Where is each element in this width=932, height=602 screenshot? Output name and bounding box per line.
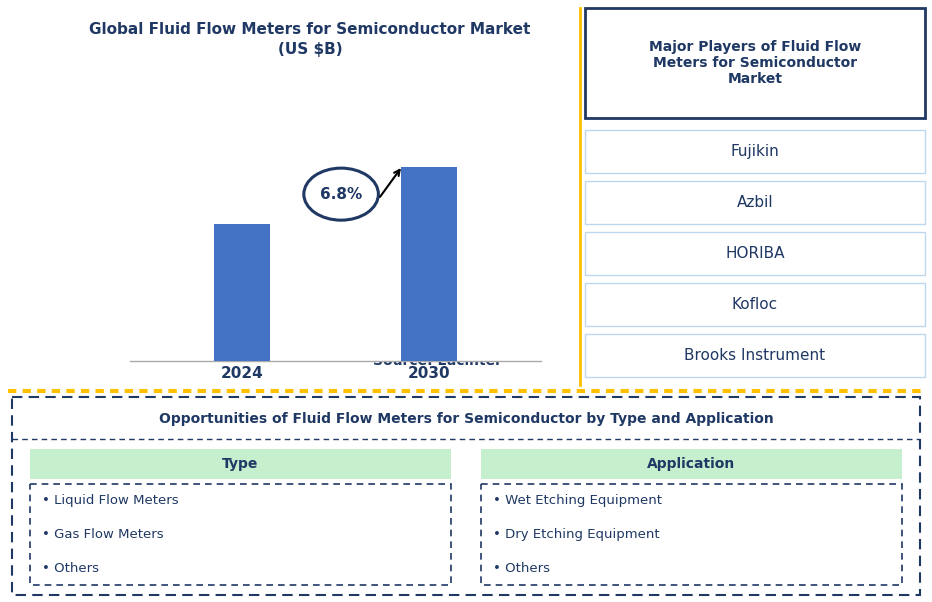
Text: • Dry Etching Equipment: • Dry Etching Equipment	[493, 528, 660, 541]
FancyBboxPatch shape	[585, 8, 925, 118]
Bar	[214, 225, 270, 361]
Text: (US $B): (US $B)	[278, 42, 342, 57]
Text: Fujikin: Fujikin	[731, 144, 779, 159]
FancyBboxPatch shape	[481, 484, 902, 585]
Text: Application: Application	[648, 457, 735, 471]
FancyBboxPatch shape	[585, 181, 925, 224]
FancyBboxPatch shape	[585, 334, 925, 377]
FancyBboxPatch shape	[585, 130, 925, 173]
Text: Kofloc: Kofloc	[732, 297, 778, 312]
FancyBboxPatch shape	[12, 397, 920, 595]
Text: • Gas Flow Meters: • Gas Flow Meters	[42, 528, 164, 541]
Text: HORIBA: HORIBA	[725, 246, 785, 261]
Text: Global Fluid Flow Meters for Semiconductor Market: Global Fluid Flow Meters for Semiconduct…	[89, 22, 530, 37]
FancyBboxPatch shape	[481, 449, 902, 479]
Text: Major Players of Fluid Flow
Meters for Semiconductor
Market: Major Players of Fluid Flow Meters for S…	[649, 40, 861, 86]
Text: Type: Type	[223, 457, 259, 471]
Text: Brooks Instrument: Brooks Instrument	[684, 348, 826, 363]
FancyBboxPatch shape	[585, 232, 925, 275]
Text: Source: Lucintel: Source: Lucintel	[373, 354, 500, 368]
FancyBboxPatch shape	[585, 283, 925, 326]
FancyBboxPatch shape	[30, 449, 451, 479]
Text: Azbil: Azbil	[736, 195, 774, 210]
Text: • Others: • Others	[493, 562, 550, 575]
Text: • Wet Etching Equipment: • Wet Etching Equipment	[493, 494, 662, 507]
Text: Opportunities of Fluid Flow Meters for Semiconductor by Type and Application: Opportunities of Fluid Flow Meters for S…	[158, 412, 774, 426]
Text: • Others: • Others	[42, 562, 99, 575]
FancyBboxPatch shape	[30, 484, 451, 585]
Text: • Liquid Flow Meters: • Liquid Flow Meters	[42, 494, 179, 507]
Bar	[401, 167, 457, 361]
Text: 6.8%: 6.8%	[320, 187, 363, 202]
